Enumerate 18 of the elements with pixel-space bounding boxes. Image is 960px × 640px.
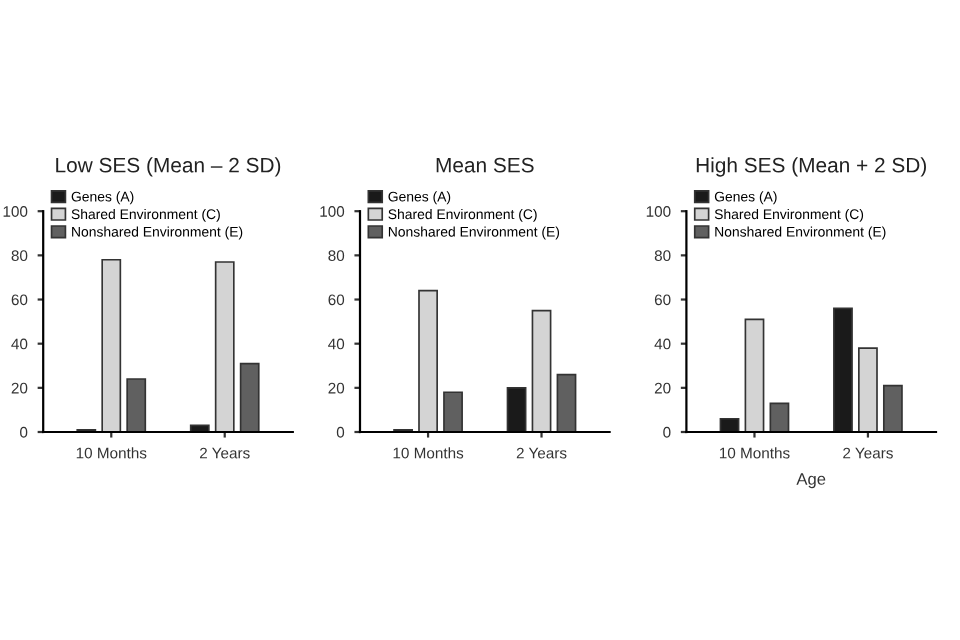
bar	[101, 258, 122, 432]
bar	[858, 347, 878, 432]
bar	[556, 373, 577, 432]
bar	[744, 318, 765, 432]
bar	[506, 387, 527, 432]
bar	[882, 384, 903, 432]
chart-title: Mean SES	[436, 157, 534, 173]
x-axis-title: Age	[796, 473, 826, 489]
bar	[239, 362, 260, 432]
bar	[214, 261, 235, 432]
bar	[531, 309, 552, 432]
bar	[443, 391, 463, 432]
bar	[126, 378, 147, 432]
chart-title: Low SES (Mean – 2 SD)	[56, 157, 281, 177]
chart-title: High SES (Mean + 2 SD)	[696, 157, 926, 177]
bar	[418, 289, 438, 432]
bar	[833, 307, 853, 432]
bar	[769, 402, 790, 432]
